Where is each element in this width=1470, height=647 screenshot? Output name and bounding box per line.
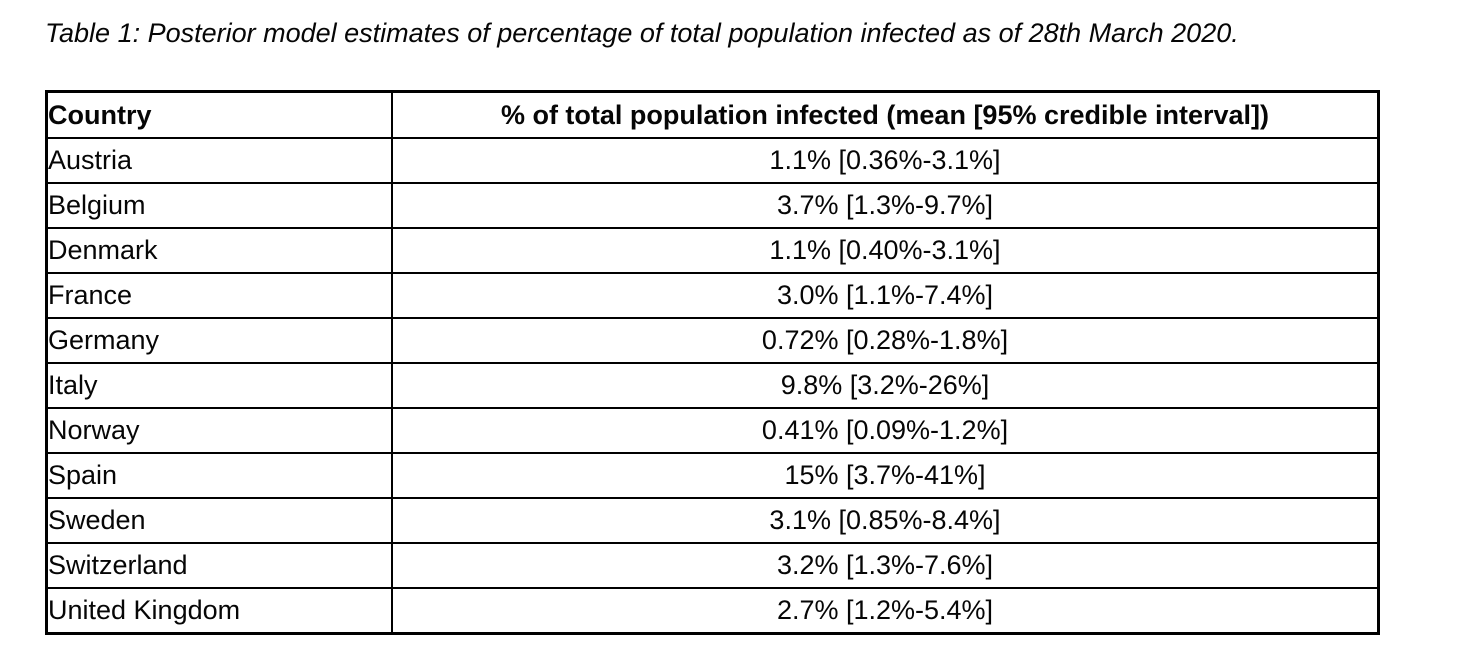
estimate-cell: 3.0% [1.1%-7.4%] (391, 272, 1380, 319)
table-header: Country % of total population infected (… (45, 90, 1380, 139)
table-row: France 3.0% [1.1%-7.4%] (45, 272, 1380, 319)
estimate-cell: 1.1% [0.36%-3.1%] (391, 137, 1380, 184)
table-row: Belgium 3.7% [1.3%-9.7%] (45, 182, 1380, 229)
table-row: Austria 1.1% [0.36%-3.1%] (45, 137, 1380, 184)
country-cell: Belgium (45, 182, 393, 229)
table-row: Italy 9.8% [3.2%-26%] (45, 362, 1380, 409)
country-cell: Italy (45, 362, 393, 409)
estimate-cell: 2.7% [1.2%-5.4%] (391, 587, 1380, 635)
table-row: Sweden 3.1% [0.85%-8.4%] (45, 497, 1380, 544)
country-cell: Switzerland (45, 542, 393, 589)
estimate-cell: 0.41% [0.09%-1.2%] (391, 407, 1380, 454)
estimate-cell: 3.2% [1.3%-7.6%] (391, 542, 1380, 589)
estimate-cell: 15% [3.7%-41%] (391, 452, 1380, 499)
table-row: United Kingdom 2.7% [1.2%-5.4%] (45, 587, 1380, 635)
country-cell: Germany (45, 317, 393, 364)
table-row: Switzerland 3.2% [1.3%-7.6%] (45, 542, 1380, 589)
country-cell: United Kingdom (45, 587, 393, 635)
country-cell: Norway (45, 407, 393, 454)
table-row: Denmark 1.1% [0.40%-3.1%] (45, 227, 1380, 274)
country-cell: Spain (45, 452, 393, 499)
country-cell: Sweden (45, 497, 393, 544)
estimate-cell: 0.72% [0.28%-1.8%] (391, 317, 1380, 364)
estimates-table: Country % of total population infected (… (45, 90, 1380, 635)
table-row: Spain 15% [3.7%-41%] (45, 452, 1380, 499)
country-cell: France (45, 272, 393, 319)
header-percent-infected: % of total population infected (mean [95… (391, 90, 1380, 139)
table-row: Germany 0.72% [0.28%-1.8%] (45, 317, 1380, 364)
estimate-cell: 9.8% [3.2%-26%] (391, 362, 1380, 409)
country-cell: Austria (45, 137, 393, 184)
header-row: Country % of total population infected (… (45, 90, 1380, 139)
estimate-cell: 3.7% [1.3%-9.7%] (391, 182, 1380, 229)
estimate-cell: 3.1% [0.85%-8.4%] (391, 497, 1380, 544)
table-row: Norway 0.41% [0.09%-1.2%] (45, 407, 1380, 454)
table-body: Austria 1.1% [0.36%-3.1%] Belgium 3.7% [1.3… (45, 137, 1380, 635)
country-cell: Denmark (45, 227, 393, 274)
estimate-cell: 1.1% [0.40%-3.1%] (391, 227, 1380, 274)
header-country: Country (45, 90, 393, 139)
table-caption: Table 1: Posterior model estimates of pe… (45, 18, 1239, 48)
